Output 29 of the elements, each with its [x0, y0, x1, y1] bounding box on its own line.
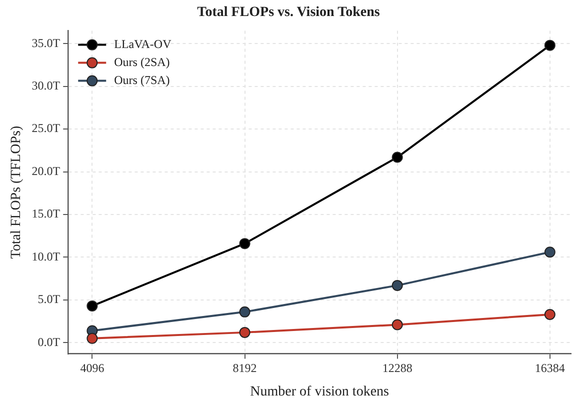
x-tick-label: 12288 [382, 361, 412, 376]
y-axis-title: Total FLOPs (TFLOPs) [9, 126, 24, 259]
point [392, 319, 403, 330]
y-tick-label: 25.0T [32, 121, 61, 136]
point [544, 308, 556, 320]
legend-label: LLaVA-OV [114, 36, 172, 51]
point [239, 238, 250, 250]
point [544, 40, 556, 51]
point [86, 332, 98, 344]
point [392, 152, 403, 163]
y-tick-label: 10.0T [32, 249, 61, 264]
y-tick-label: 35.0T [32, 36, 61, 50]
legend-label: Ours (2SA) [114, 54, 170, 69]
chart-title: Total FLOPs vs. Vision Tokens [197, 5, 380, 20]
x-axis-title: Number of vision tokens [250, 384, 389, 400]
point [544, 246, 556, 258]
x-tick-label: 4096 [80, 361, 104, 376]
y-tick-label: 30.0T [32, 78, 61, 92]
y-tick-label: 15.0T [32, 206, 61, 221]
y-tick-label: 5.0T [38, 292, 61, 306]
point [86, 300, 98, 312]
point [239, 306, 250, 318]
y-tick-label: 0.0T [38, 334, 61, 349]
legend-label: Ours (7SA) [114, 72, 170, 87]
x-tick-label: 16384 [534, 361, 565, 376]
point [392, 280, 403, 291]
x-tick-label: 8192 [232, 361, 257, 376]
point [239, 326, 250, 338]
y-tick-label: 20.0T [32, 164, 61, 178]
